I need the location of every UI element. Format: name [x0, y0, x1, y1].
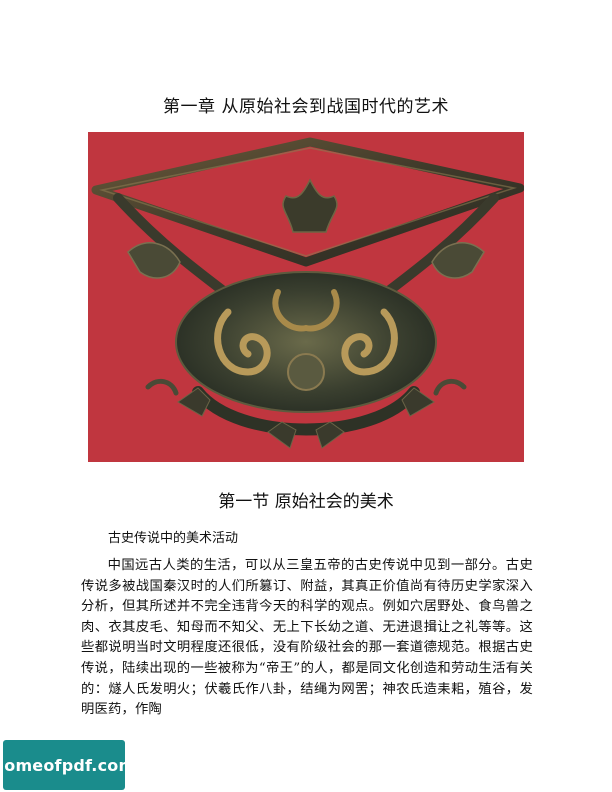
watermark-text: homeofpdf.com [0, 755, 136, 775]
bronze-artifact-photo [88, 132, 524, 462]
subsection-title: 古史传说中的美术活动 [108, 531, 239, 546]
chapter-title: 第一章 从原始社会到战国时代的艺术 [163, 97, 449, 117]
bronze-artifact-illustration [91, 137, 524, 449]
body-paragraph: 中国远古人类的生活，可以从三皇五帝的古史传说中见到一部分。古史传说多被战国秦汉时… [81, 558, 533, 718]
watermark-badge[interactable]: homeofpdf.com [0, 740, 135, 790]
section-title: 第一节 原始社会的美术 [218, 492, 394, 512]
